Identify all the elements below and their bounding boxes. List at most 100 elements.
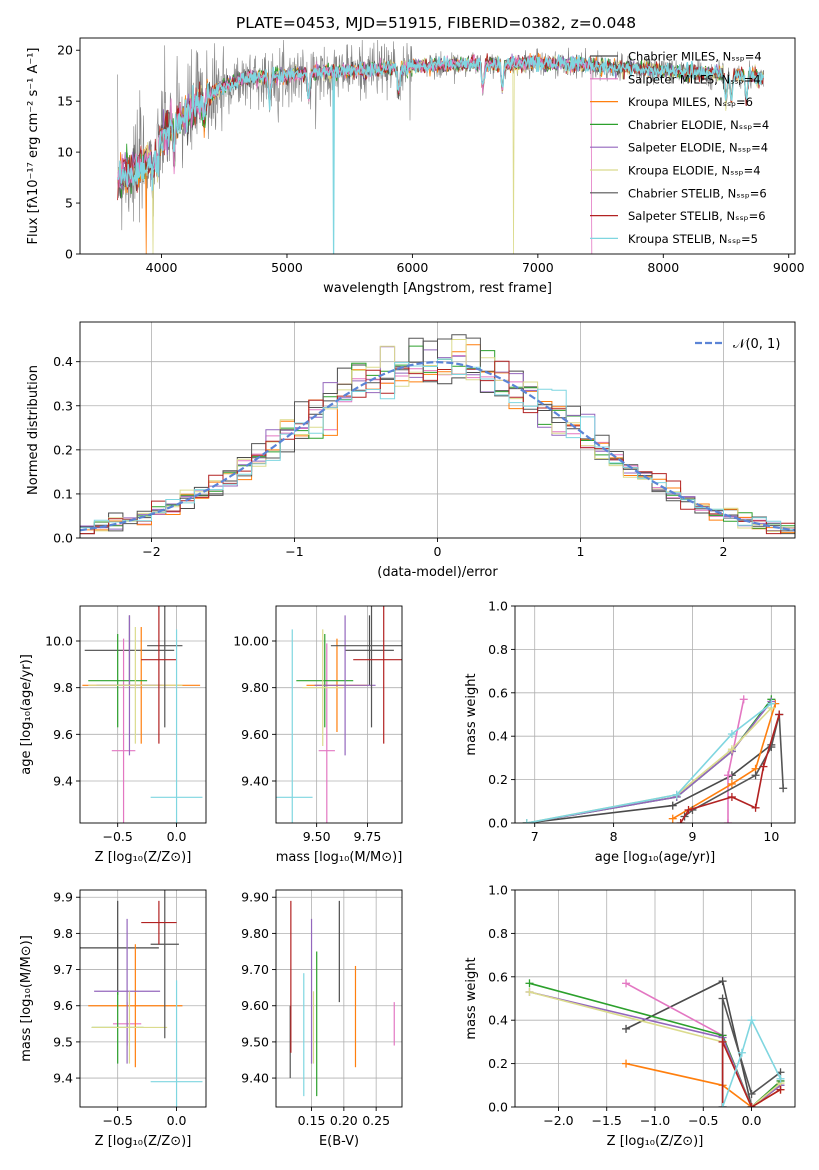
weight-marker — [672, 790, 681, 799]
y-tick-label: 9.40 — [241, 774, 269, 789]
weight-marker — [727, 779, 736, 788]
x-tick-label: −0.5 — [103, 1113, 133, 1128]
weight-marker — [718, 1037, 727, 1046]
figure-title: PLATE=0453, MJD=51915, FIBERID=0382, z=0… — [236, 14, 636, 32]
y-tick-label: 0.8 — [488, 642, 508, 657]
weight-line-0 — [526, 744, 772, 823]
weight-line-4 — [529, 991, 781, 1107]
x-tick-label: 8 — [610, 829, 618, 844]
y-tick-label: 10 — [57, 145, 73, 160]
residual-histogram-8 — [80, 358, 795, 531]
weight-marker — [775, 710, 784, 719]
weight-marker — [751, 771, 760, 780]
y-axis-label: mass weight — [464, 673, 479, 755]
x-tick-label: −1 — [285, 544, 303, 559]
weight-marker — [737, 1048, 746, 1057]
x-tick-label: 5000 — [271, 260, 303, 275]
weight-marker — [747, 1089, 756, 1098]
plot-area — [80, 334, 795, 535]
y-tick-label: 9.80 — [241, 926, 269, 941]
axes-frame — [79, 889, 207, 1108]
x-axis-label: (data-model)/error — [377, 565, 498, 580]
legend-entry: Chabrier ELODIE, Nₛₛₚ=4 — [628, 118, 769, 132]
y-tick-label: 0.4 — [488, 1013, 508, 1028]
axes-frame — [275, 889, 403, 1108]
plot-area — [276, 606, 402, 823]
weight-marker — [668, 801, 677, 810]
y-tick-label: 0.2 — [488, 1056, 508, 1071]
x-tick-label: 7 — [531, 829, 539, 844]
legend: Chabrier MILES, Nₛₛₚ=4 Salpeter MILES, Nₛ… — [590, 50, 769, 246]
gaussian-curve — [80, 360, 795, 532]
weight-marker — [622, 1059, 631, 1068]
weight-marker — [718, 994, 727, 1003]
y-tick-label: 9.50 — [241, 1034, 269, 1049]
y-tick-label: 9.8 — [53, 926, 73, 941]
weight-marker — [622, 1024, 631, 1033]
x-axis-label: mass [log₁₀(M/M⊙)] — [276, 850, 403, 865]
legend-entry: Salpeter MILES, Nₛₛₚ=4 — [628, 72, 761, 86]
y-tick-label: 0.6 — [488, 969, 508, 984]
y-tick-label: 0.1 — [53, 486, 73, 501]
weight-marker — [522, 819, 531, 823]
y-tick-label: 0 — [65, 247, 73, 262]
y-tick-label: 9.5 — [53, 1034, 73, 1049]
y-tick-label: 9.90 — [241, 890, 269, 905]
weight-line-1 — [727, 699, 745, 823]
weight-vs-age-panel: 7 8 9 10 0.0 0.2 0.4 0.6 0.8 1.0 age [log₁₀(age/yr… — [464, 599, 796, 865]
x-tick-label: 10 — [763, 829, 779, 844]
y-tick-label: 0.0 — [53, 531, 73, 546]
x-tick-label: 9 — [688, 829, 696, 844]
legend-entry: Chabrier MILES, Nₛₛₚ=4 — [628, 50, 762, 64]
mass-vs-ebv-panel: 0.15 0.20 0.25 9.40 9.50 9.60 9.70 9.80 9.90 E(B-… — [241, 889, 403, 1149]
weight-line-8 — [526, 702, 772, 823]
y-tick-label: 9.4 — [53, 774, 73, 789]
residuals-panel: −2 −1 0 1 2 0.0 0.1 0.2 0.3 0.4 (data-model)/error… — [26, 321, 796, 580]
legend-entry: Salpeter STELIB, Nₛₛₚ=6 — [628, 209, 766, 223]
y-tick-label: 0.4 — [53, 354, 73, 369]
y-tick-label: 9.6 — [53, 727, 73, 742]
weight-marker — [718, 977, 727, 986]
spectrum-panel: 4000 5000 6000 7000 8000 9000 0 5 10 15 20 waveleng… — [26, 37, 805, 296]
weight-line-4 — [526, 701, 772, 823]
legend-entry: Chabrier STELIB, Nₛₛₚ=6 — [628, 186, 767, 200]
y-tick-label: 9.70 — [241, 962, 269, 977]
y-tick-label: 0.3 — [53, 398, 73, 413]
x-tick-label: 9.75 — [354, 829, 382, 844]
weight-marker — [727, 792, 736, 801]
weight-marker — [747, 1103, 756, 1107]
y-tick-label: 0.4 — [488, 729, 508, 744]
x-tick-label: 0.25 — [362, 1113, 390, 1128]
plot-area — [80, 890, 203, 1107]
y-tick-label: 0.2 — [488, 772, 508, 787]
weight-line-5 — [526, 707, 772, 823]
x-axis-label: Z [log₁₀(Z/Z⊙)] — [607, 1134, 704, 1149]
weight-line-7 — [721, 1041, 781, 1107]
weight-line-6 — [684, 714, 784, 818]
y-tick-label: 0.2 — [53, 442, 73, 457]
weight-marker — [723, 819, 732, 823]
y-tick-label: 0.6 — [488, 685, 508, 700]
y-tick-label: 1.0 — [488, 599, 508, 614]
y-axis-label: Normed distribution — [26, 365, 41, 495]
plot-area — [522, 695, 788, 823]
y-tick-label: 5 — [65, 196, 73, 211]
weight-marker — [776, 1085, 785, 1094]
weight-marker — [727, 730, 736, 739]
x-tick-label: 0 — [434, 544, 442, 559]
legend-entry: Kroupa MILES, Nₛₛₚ=6 — [628, 95, 753, 109]
y-tick-label: 9.60 — [241, 727, 269, 742]
x-axis-label: Z [log₁₀(Z/Z⊙)] — [95, 1134, 192, 1149]
age-vs-mass-panel: 9.50 9.75 9.40 9.60 9.80 10.00 mass [log₁₀(M/M… — [233, 605, 403, 865]
weight-marker — [751, 803, 760, 812]
y-tick-label: 10.00 — [233, 634, 269, 649]
plot-area — [289, 900, 395, 1097]
weight-marker — [759, 762, 768, 771]
y-tick-label: 9.80 — [241, 680, 269, 695]
weight-marker — [776, 1074, 785, 1083]
weight-marker — [525, 987, 534, 996]
y-tick-label: 9.6 — [53, 998, 73, 1013]
y-tick-label: 9.60 — [241, 998, 269, 1013]
x-tick-label: −0.5 — [688, 1113, 718, 1128]
